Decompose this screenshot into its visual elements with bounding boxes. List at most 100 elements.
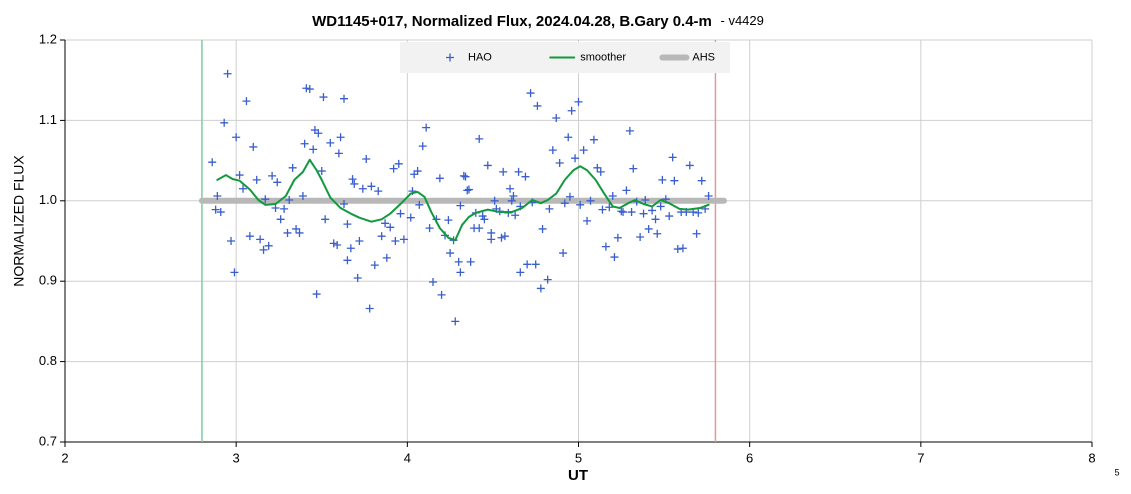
y-tick-label: 0.9	[39, 273, 57, 288]
data-point	[601, 242, 610, 251]
data-point	[374, 187, 383, 196]
data-point	[285, 195, 294, 204]
data-point	[425, 224, 434, 233]
data-point	[608, 191, 617, 200]
data-point	[487, 228, 496, 237]
data-point	[483, 161, 492, 170]
data-point	[665, 212, 674, 221]
data-point	[329, 239, 338, 248]
data-point	[586, 196, 595, 205]
chart-subtitle: - v4429	[721, 13, 764, 28]
data-point	[280, 204, 289, 213]
data-point	[394, 159, 403, 168]
data-point	[389, 164, 398, 173]
data-point	[343, 256, 352, 265]
data-point	[348, 175, 357, 184]
data-point	[259, 245, 268, 254]
x-tick-label: 5	[575, 450, 582, 465]
data-point	[583, 216, 592, 225]
data-point	[694, 208, 703, 217]
data-point	[521, 172, 530, 181]
data-point	[300, 139, 309, 148]
data-point	[249, 142, 258, 151]
data-point	[461, 172, 470, 181]
data-point	[613, 233, 622, 242]
data-point	[459, 171, 468, 180]
legend-label: AHS	[692, 51, 715, 63]
data-point	[565, 192, 574, 201]
legend-label: HAO	[468, 51, 492, 63]
data-point	[656, 202, 665, 211]
data-point	[415, 200, 424, 209]
data-point	[507, 196, 516, 205]
data-point	[321, 215, 330, 224]
data-point	[648, 206, 657, 215]
x-tick-label: 2	[61, 450, 68, 465]
data-point	[422, 123, 431, 132]
data-point	[353, 273, 362, 282]
y-tick-label: 1.0	[39, 192, 57, 207]
data-point	[309, 145, 318, 154]
data-point	[367, 182, 376, 191]
data-point	[490, 196, 499, 205]
data-point	[365, 304, 374, 313]
data-point	[625, 126, 634, 135]
data-point	[531, 260, 540, 269]
data-point	[639, 209, 648, 218]
data-point	[288, 163, 297, 172]
chart-title-group: WD1145+017, Normalized Flux, 2024.04.28,…	[312, 13, 764, 30]
data-point	[336, 133, 345, 142]
data-point	[670, 176, 679, 185]
data-point	[295, 228, 304, 237]
x-tick-label: 6	[746, 450, 753, 465]
x-tick-label: 8	[1088, 450, 1095, 465]
data-point	[343, 220, 352, 229]
data-point	[273, 178, 282, 187]
data-point	[651, 215, 660, 224]
data-point	[685, 161, 694, 170]
data-point	[223, 69, 232, 78]
data-point	[256, 235, 265, 244]
data-point	[622, 186, 631, 195]
data-point	[605, 203, 614, 212]
data-point	[302, 84, 311, 93]
data-point	[346, 244, 355, 253]
data-point	[500, 232, 509, 241]
data-point	[235, 171, 244, 180]
data-point	[526, 89, 535, 98]
data-point	[548, 146, 557, 155]
data-point	[333, 241, 342, 250]
data-point	[396, 209, 405, 218]
data-point	[340, 94, 349, 103]
data-point	[506, 184, 515, 193]
data-point	[220, 118, 229, 127]
data-point	[610, 253, 619, 262]
data-point	[268, 171, 277, 180]
data-point	[509, 191, 518, 200]
data-point	[644, 224, 653, 233]
data-point	[576, 200, 585, 209]
data-point	[242, 97, 251, 106]
data-point	[245, 232, 254, 241]
data-point	[533, 101, 542, 110]
data-point	[317, 167, 326, 176]
data-point	[454, 257, 463, 266]
data-point	[697, 176, 706, 185]
series-line	[216, 158, 710, 242]
data-point	[552, 113, 561, 122]
data-point	[536, 284, 545, 293]
data-point	[213, 191, 222, 200]
data-point	[617, 207, 626, 216]
data-point	[358, 184, 367, 193]
x-tick-label: 7	[917, 450, 924, 465]
data-point	[314, 129, 323, 138]
data-point	[543, 275, 552, 284]
data-point	[276, 215, 285, 224]
data-point	[350, 179, 359, 188]
data-point	[658, 175, 667, 184]
data-point	[216, 208, 225, 217]
data-point	[456, 201, 465, 210]
data-point	[386, 223, 395, 232]
data-point	[463, 186, 472, 195]
data-point	[511, 211, 520, 220]
